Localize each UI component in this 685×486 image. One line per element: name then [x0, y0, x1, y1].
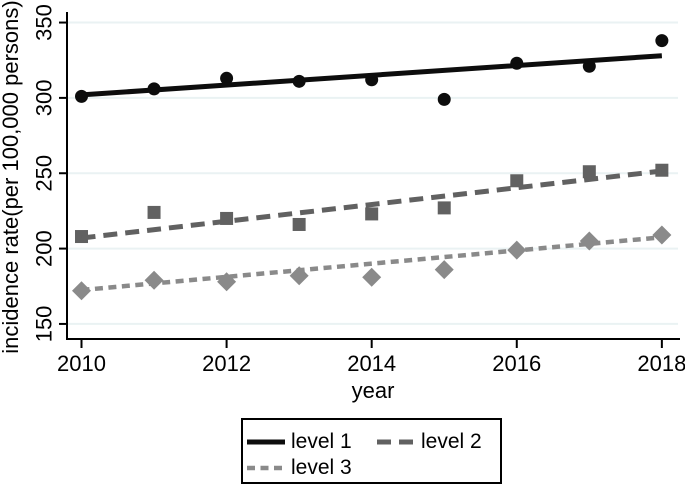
trend-line: [81, 168, 663, 241]
legend-line-sample-icon: [247, 439, 285, 445]
data-point-circle: [437, 92, 451, 106]
y-tick-label: 150: [32, 306, 57, 343]
data-point-square: [437, 201, 451, 215]
data-point-square: [510, 174, 524, 188]
y-tick-label: 350: [32, 4, 57, 41]
data-point-diamond: [72, 281, 92, 301]
legend-label: level 2: [421, 430, 482, 453]
series-level-3: [72, 225, 672, 301]
trend-line: [81, 53, 663, 98]
y-tick-label: 250: [32, 155, 57, 192]
legend-line-sample-icon: [247, 465, 285, 471]
data-point-square: [292, 217, 306, 231]
series-level-1: [75, 34, 669, 106]
data-point-square: [147, 205, 161, 219]
data-point-diamond: [362, 267, 382, 287]
data-point-diamond: [434, 260, 454, 280]
x-tick-label: 2014: [347, 351, 396, 376]
legend-label: level 3: [291, 456, 352, 479]
x-tick-label: 2012: [202, 351, 251, 376]
data-point-diamond: [144, 270, 164, 290]
x-tick-label: 2016: [492, 351, 541, 376]
x-axis-title: year: [351, 378, 395, 403]
legend-item-level-1: level 1: [247, 429, 352, 455]
series-level-2: [75, 163, 669, 244]
data-point-square: [582, 165, 596, 179]
data-point-square: [365, 207, 379, 221]
data-point-diamond: [652, 225, 672, 245]
y-tick-label: 200: [32, 230, 57, 267]
y-tick-label: 300: [32, 80, 57, 117]
data-point-circle: [220, 71, 234, 85]
data-point-circle: [655, 34, 669, 48]
chart-legend: level 1 level 2 level 3: [241, 418, 502, 484]
legend-item-level-2: level 2: [377, 429, 482, 455]
x-tick-label: 2010: [57, 351, 106, 376]
legend-item-level-3: level 3: [247, 455, 352, 481]
legend-line-sample-icon: [377, 439, 415, 445]
y-axis-title: incidence rate(per 100,000 persons): [0, 0, 23, 354]
trend-line: [81, 235, 663, 293]
legend-label: level 1: [291, 430, 352, 453]
x-tick-label: 2018: [637, 351, 685, 376]
